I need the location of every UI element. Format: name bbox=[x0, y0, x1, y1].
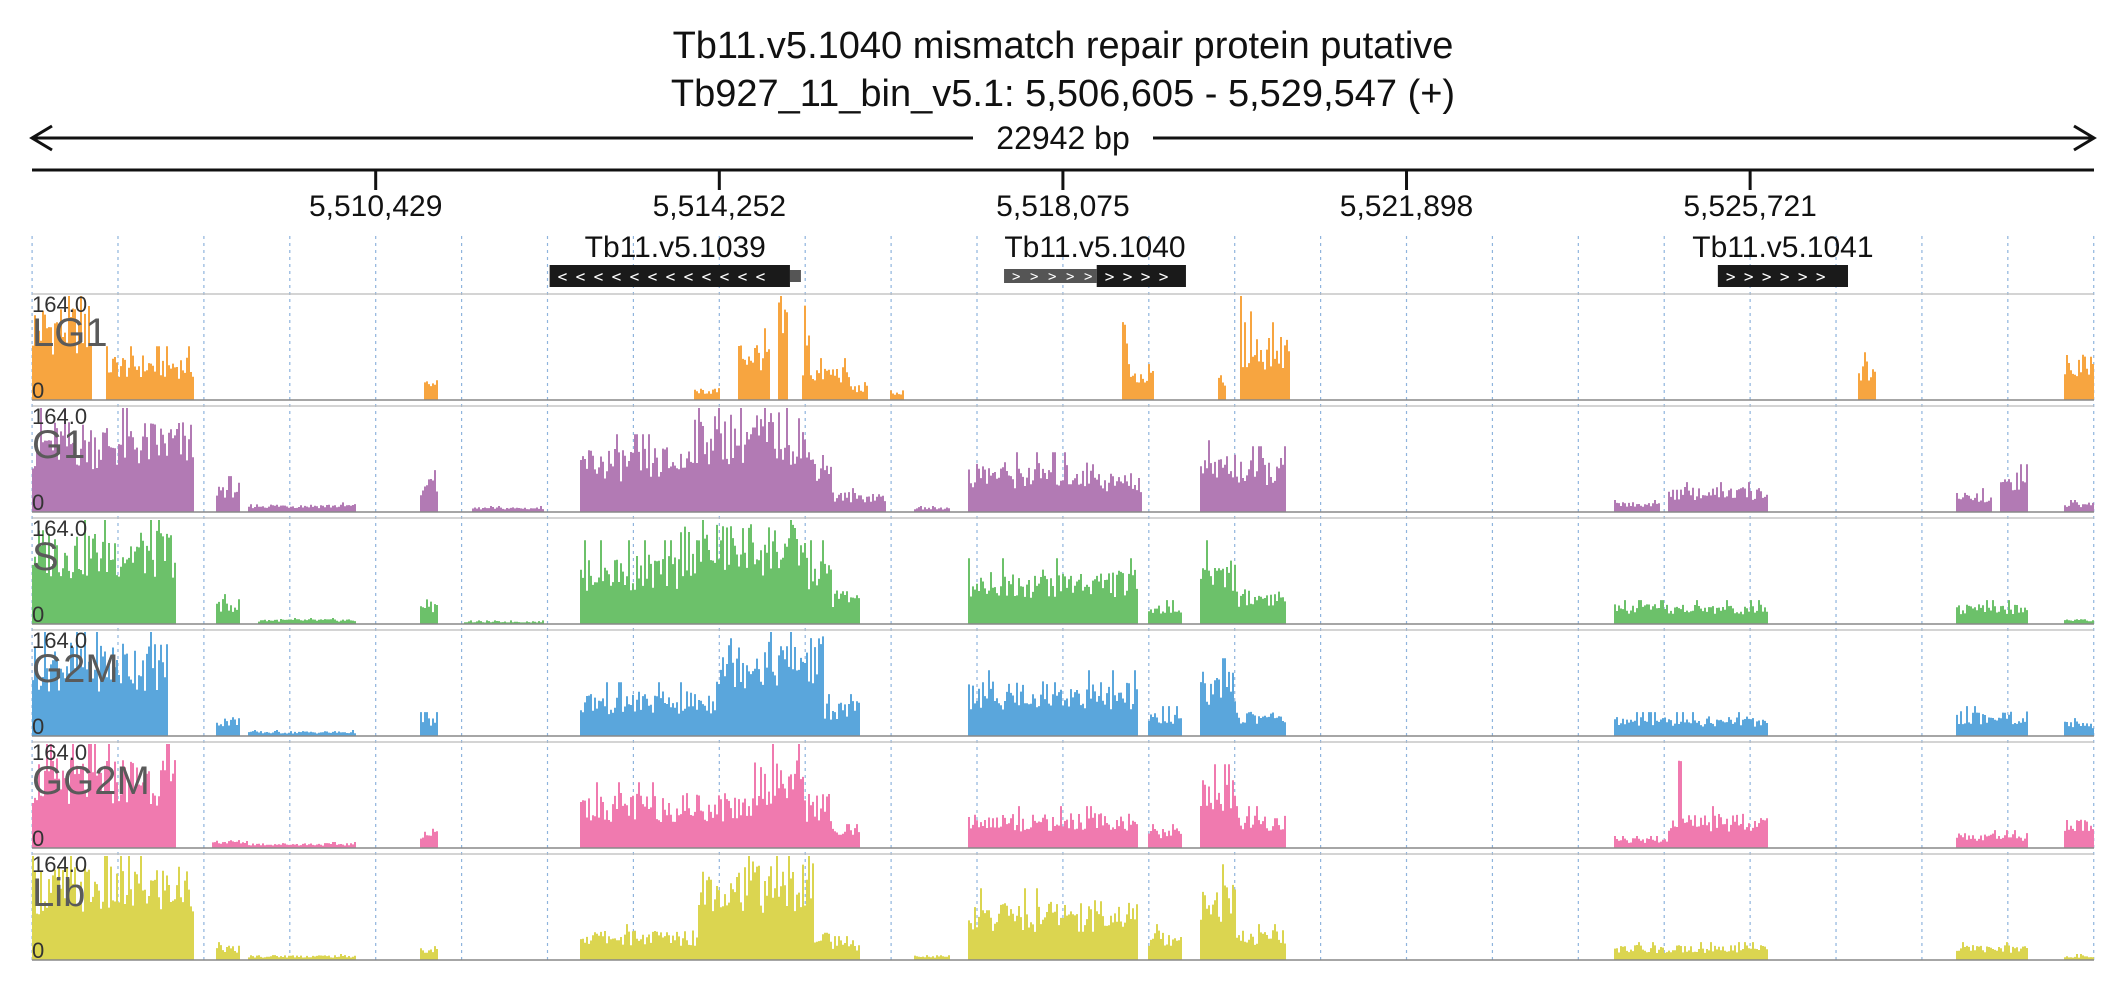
track-min-label: 0 bbox=[32, 378, 44, 403]
span-label: 22942 bp bbox=[996, 120, 1129, 156]
gene-feature[interactable]: > > > > > > > > > Tb11.v5.1040 bbox=[1004, 231, 1186, 287]
track-name-label: Lib bbox=[32, 871, 85, 915]
strand-arrow: < bbox=[756, 267, 766, 286]
strand-arrow: > bbox=[1798, 267, 1808, 286]
track-min-label: 0 bbox=[32, 938, 44, 963]
track-name-label: G1 bbox=[32, 423, 85, 467]
tick-label: 5,514,252 bbox=[653, 190, 786, 223]
strand-arrow: > bbox=[1066, 269, 1074, 285]
strand-arrow: > bbox=[1726, 267, 1736, 286]
strand-arrow: < bbox=[684, 267, 694, 286]
strand-arrow: > bbox=[1141, 267, 1151, 286]
strand-arrow: > bbox=[1012, 269, 1020, 285]
span-arrowhead-right bbox=[2073, 124, 2097, 152]
gene-cds bbox=[1096, 265, 1186, 287]
strand-arrow: < bbox=[630, 267, 640, 286]
strand-arrow: < bbox=[720, 267, 730, 286]
strand-arrow: < bbox=[576, 267, 586, 286]
strand-arrow: < bbox=[738, 267, 748, 286]
chart-subtitle: Tb927_11_bin_v5.1: 5,506,605 - 5,529,547… bbox=[671, 73, 1455, 115]
strand-arrow: > bbox=[1105, 267, 1115, 286]
track-min-label: 0 bbox=[32, 490, 44, 515]
strand-arrow: > bbox=[1816, 267, 1826, 286]
tick-label: 5,510,429 bbox=[309, 190, 442, 223]
span-arrowhead-left bbox=[29, 124, 53, 152]
gene-cds bbox=[1717, 265, 1849, 287]
track-max-label: 164.0 bbox=[32, 740, 87, 765]
track-min-label: 0 bbox=[32, 826, 44, 851]
strand-arrow: > bbox=[1048, 269, 1056, 285]
track-name-label: S bbox=[32, 535, 59, 579]
gene-label: Tb11.v5.1039 bbox=[585, 231, 766, 264]
track-g1: 164.0G1 0 bbox=[32, 404, 2094, 515]
strand-arrow: < bbox=[648, 267, 658, 286]
x-axis-ticks: 5,510,429 5,514,252 5,518,075 5,521,898 5,52… bbox=[309, 170, 1817, 223]
tick-label: 5,521,898 bbox=[1340, 190, 1473, 223]
gene-utr bbox=[1004, 269, 1097, 283]
track-name-label: LG1 bbox=[32, 311, 108, 355]
track-max-label: 164.0 bbox=[32, 852, 87, 877]
coverage-tracks: 164.0LG10164.0G10164.0S0164.0G2M0164.0GG… bbox=[32, 292, 2094, 963]
strand-arrow: > bbox=[1123, 267, 1133, 286]
track-max-label: 164.0 bbox=[32, 292, 87, 317]
strand-arrow: > bbox=[1744, 267, 1754, 286]
gene-utr bbox=[789, 270, 801, 282]
track-min-label: 0 bbox=[32, 714, 44, 739]
strand-arrow: < bbox=[594, 267, 604, 286]
coverage-area bbox=[32, 520, 2094, 624]
track-s: 164.0S 0 bbox=[32, 516, 2094, 627]
coverage-area bbox=[32, 408, 2094, 512]
gene-label: Tb11.v5.1040 bbox=[1004, 231, 1185, 264]
gene-label: Tb11.v5.1041 bbox=[1692, 231, 1873, 264]
track-max-label: 164.0 bbox=[32, 404, 87, 429]
strand-arrow: > bbox=[1780, 267, 1790, 286]
gene-track: < < < < < < < < < < < < Tb11.v5.1039 > > > > > > > > > Tb11.v5… bbox=[549, 231, 1874, 287]
strand-arrow: > bbox=[1159, 267, 1169, 286]
span-arrow: 22942 bp bbox=[29, 120, 2097, 156]
strand-arrow: > bbox=[1762, 267, 1772, 286]
strand-arrow: > bbox=[1030, 269, 1038, 285]
strand-arrow: < bbox=[666, 267, 676, 286]
tick-label: 5,518,075 bbox=[996, 190, 1129, 223]
track-min-label: 0 bbox=[32, 602, 44, 627]
strand-arrow: < bbox=[612, 267, 622, 286]
strand-arrow: < bbox=[702, 267, 712, 286]
track-max-label: 164.0 bbox=[32, 628, 87, 653]
strand-arrow: < bbox=[558, 267, 568, 286]
gene-cds bbox=[549, 265, 790, 287]
gene-feature[interactable]: < < < < < < < < < < < < Tb11.v5.1039 bbox=[549, 231, 801, 287]
strand-arrow: > bbox=[1084, 269, 1092, 285]
coverage-area bbox=[32, 632, 2094, 736]
coverage-area bbox=[32, 744, 2094, 848]
gene-feature[interactable]: > > > > > > Tb11.v5.1041 bbox=[1692, 231, 1874, 287]
coverage-area bbox=[32, 856, 2094, 960]
tick-label: 5,525,721 bbox=[1683, 190, 1816, 223]
chart-title: Tb11.v5.1040 mismatch repair protein put… bbox=[673, 25, 1454, 67]
track-name-label: GG2M bbox=[32, 759, 150, 803]
track-max-label: 164.0 bbox=[32, 516, 87, 541]
track-name-label: G2M bbox=[32, 647, 119, 691]
